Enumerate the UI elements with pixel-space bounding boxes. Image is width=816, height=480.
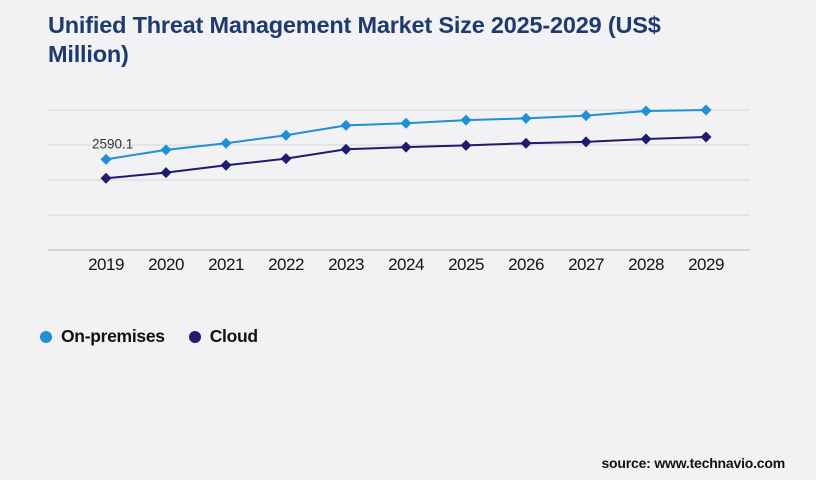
data-point-on-premises-2024	[400, 117, 412, 129]
x-tick-label: 2029	[688, 255, 724, 274]
data-point-label: 2590.1	[92, 136, 133, 151]
chart-legend: On-premises Cloud	[40, 326, 258, 347]
data-point-on-premises-2022	[280, 129, 292, 141]
data-point-on-premises-2023	[340, 119, 352, 131]
chart-title-line2: Million)	[48, 40, 129, 67]
source-attribution: source: www.technavio.com	[601, 455, 785, 471]
data-point-cloud-2027	[580, 136, 592, 148]
data-point-cloud-2026	[520, 137, 532, 149]
data-point-on-premises-2027	[580, 110, 592, 122]
data-point-on-premises-2019	[100, 153, 112, 165]
x-tick-label: 2019	[88, 255, 124, 274]
data-point-cloud-2028	[640, 133, 652, 145]
data-point-on-premises-2021	[220, 137, 232, 149]
x-tick-label: 2027	[568, 255, 604, 274]
x-tick-label: 2021	[208, 255, 244, 274]
data-point-cloud-2025	[460, 139, 472, 151]
data-point-on-premises-2028	[640, 105, 652, 117]
data-point-on-premises-2029	[700, 104, 712, 116]
x-tick-label: 2026	[508, 255, 544, 274]
chart-title-line1: Unified Threat Management Market Size 20…	[48, 12, 661, 38]
legend-item-cloud[interactable]: Cloud	[188, 326, 258, 347]
data-point-cloud-2023	[340, 143, 352, 155]
x-tick-label: 2024	[388, 255, 424, 274]
data-point-on-premises-2020	[160, 144, 172, 156]
data-point-cloud-2021	[220, 159, 232, 171]
x-tick-label: 2025	[448, 255, 484, 274]
on-premises-series-dot-icon	[40, 330, 52, 343]
data-point-cloud-2019	[100, 172, 112, 184]
x-tick-label: 2020	[148, 255, 184, 274]
chart-title: Unified Threat Management Market Size 20…	[48, 11, 748, 68]
x-tick-label: 2023	[328, 255, 364, 274]
x-tick-label: 2022	[268, 255, 304, 274]
x-tick-label: 2028	[628, 255, 664, 274]
data-point-cloud-2029	[700, 131, 712, 143]
data-point-cloud-2020	[160, 167, 172, 179]
data-point-cloud-2022	[280, 153, 292, 165]
data-point-on-premises-2026	[520, 112, 532, 124]
data-point-on-premises-2025	[460, 114, 472, 126]
cloud-series-dot-icon	[188, 330, 201, 343]
data-point-cloud-2024	[400, 141, 412, 153]
legend-item-on-premises[interactable]: On-premises	[40, 326, 165, 347]
legend-label-cloud: Cloud	[209, 326, 258, 346]
legend-label-on-premises: On-premises	[61, 326, 165, 346]
